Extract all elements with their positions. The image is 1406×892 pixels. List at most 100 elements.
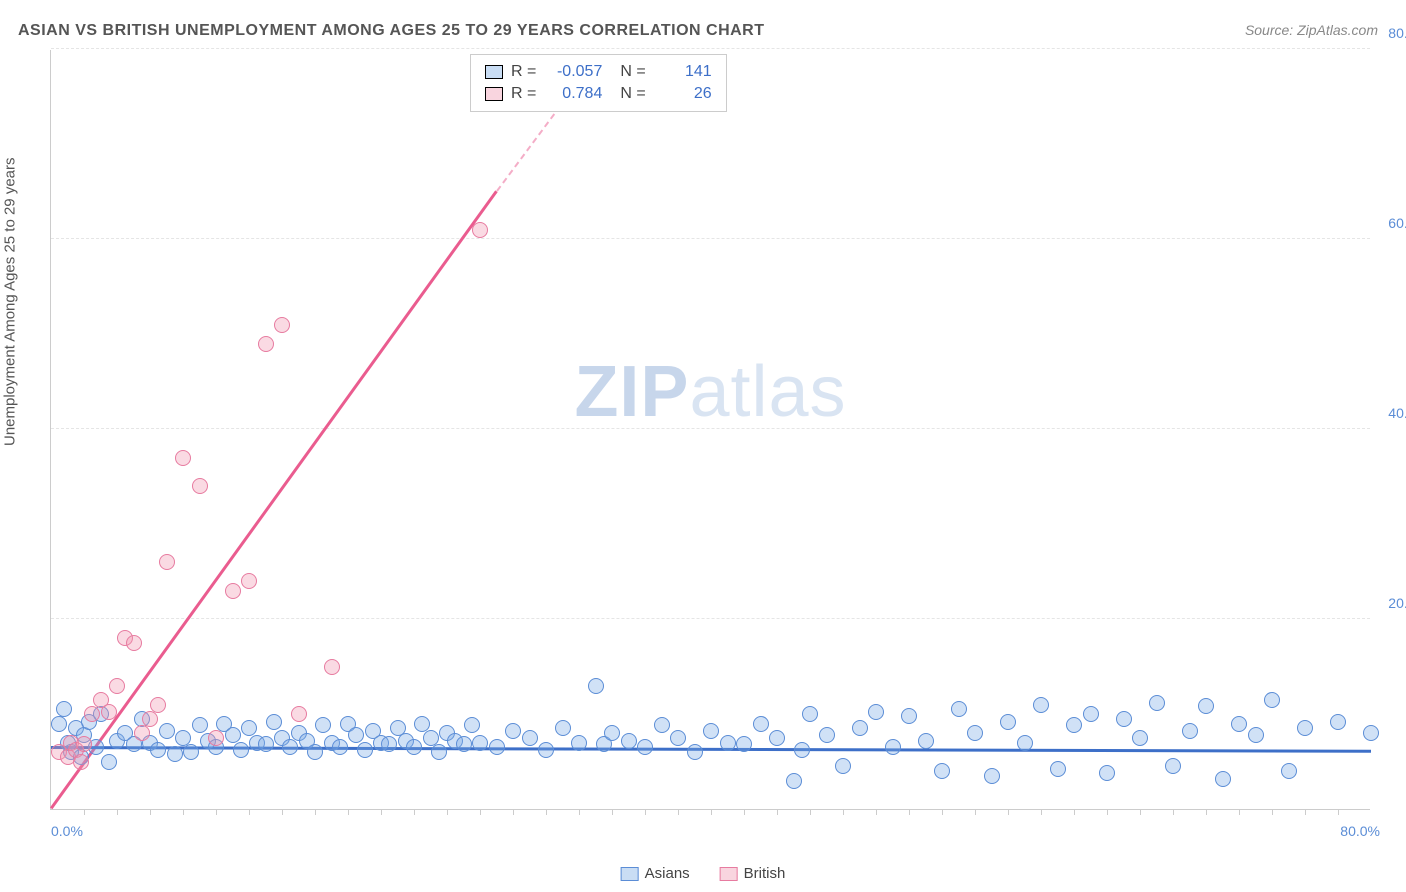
stats-box: R =-0.057N =141R =0.784N =26 (470, 54, 727, 112)
data-point-asians (918, 733, 934, 749)
data-point-asians (1033, 697, 1049, 713)
data-point-british (134, 725, 150, 741)
data-point-british (274, 317, 290, 333)
data-point-asians (802, 706, 818, 722)
stats-row: R =0.784N =26 (485, 83, 712, 105)
data-point-asians (505, 723, 521, 739)
data-point-asians (1297, 720, 1313, 736)
watermark-suffix: atlas (689, 352, 846, 432)
data-point-asians (1083, 706, 1099, 722)
data-point-asians (282, 739, 298, 755)
stats-r-label: R = (511, 63, 536, 81)
data-point-asians (1363, 725, 1379, 741)
data-point-british (472, 222, 488, 238)
data-point-asians (1017, 735, 1033, 751)
data-point-asians (332, 739, 348, 755)
data-point-asians (786, 773, 802, 789)
data-point-asians (1000, 714, 1016, 730)
gridline (51, 48, 1370, 49)
data-point-british (73, 754, 89, 770)
data-point-asians (315, 717, 331, 733)
data-point-asians (348, 727, 364, 743)
data-point-asians (670, 730, 686, 746)
plot-area: ZIPatlas 20.0%40.0%60.0%80.0%0.0%80.0% (50, 50, 1370, 810)
watermark: ZIPatlas (574, 351, 846, 433)
data-point-asians (703, 723, 719, 739)
x-tick (876, 809, 877, 815)
data-point-asians (687, 744, 703, 760)
data-point-asians (1215, 771, 1231, 787)
data-point-asians (183, 744, 199, 760)
x-tick (315, 809, 316, 815)
stats-swatch (485, 65, 503, 79)
data-point-asians (736, 736, 752, 752)
gridline (51, 618, 1370, 619)
stats-r-value: 0.784 (544, 85, 602, 103)
x-tick (810, 809, 811, 815)
x-tick (183, 809, 184, 815)
x-tick (117, 809, 118, 815)
data-point-british (76, 736, 92, 752)
legend-item: Asians (621, 865, 690, 882)
data-point-asians (951, 701, 967, 717)
x-tick (1305, 809, 1306, 815)
x-tick (447, 809, 448, 815)
x-tick (975, 809, 976, 815)
x-tick (513, 809, 514, 815)
data-point-asians (835, 758, 851, 774)
data-point-asians (406, 739, 422, 755)
data-point-asians (637, 739, 653, 755)
data-point-british (291, 706, 307, 722)
data-point-asians (489, 739, 505, 755)
data-point-asians (225, 727, 241, 743)
data-point-asians (233, 742, 249, 758)
y-axis-label: Unemployment Among Ages 25 to 29 years (2, 157, 19, 446)
data-point-asians (852, 720, 868, 736)
data-point-british (192, 478, 208, 494)
x-tick (1173, 809, 1174, 815)
data-point-british (84, 706, 100, 722)
data-point-asians (901, 708, 917, 724)
x-tick (909, 809, 910, 815)
data-point-asians (522, 730, 538, 746)
data-point-asians (1066, 717, 1082, 733)
watermark-prefix: ZIP (574, 352, 689, 432)
data-point-asians (769, 730, 785, 746)
data-point-asians (258, 736, 274, 752)
data-point-asians (192, 717, 208, 733)
data-point-british (208, 730, 224, 746)
data-point-asians (431, 744, 447, 760)
x-tick (1272, 809, 1273, 815)
data-point-british (101, 704, 117, 720)
data-point-asians (51, 716, 67, 732)
stats-r-value: -0.057 (544, 63, 602, 81)
data-point-asians (456, 736, 472, 752)
data-point-asians (588, 678, 604, 694)
data-point-asians (101, 754, 117, 770)
x-tick (1140, 809, 1141, 815)
data-point-asians (1248, 727, 1264, 743)
data-point-british (225, 583, 241, 599)
x-tick (711, 809, 712, 815)
gridline (51, 238, 1370, 239)
x-tick (480, 809, 481, 815)
data-point-asians (1050, 761, 1066, 777)
legend-label: Asians (645, 865, 690, 882)
x-tick (1107, 809, 1108, 815)
x-tick (1008, 809, 1009, 815)
data-point-asians (720, 735, 736, 751)
x-tick (249, 809, 250, 815)
data-point-british (150, 697, 166, 713)
x-tick (414, 809, 415, 815)
data-point-asians (1182, 723, 1198, 739)
data-point-asians (1132, 730, 1148, 746)
data-point-asians (984, 768, 1000, 784)
legend-swatch (720, 867, 738, 881)
data-point-asians (934, 763, 950, 779)
data-point-asians (621, 733, 637, 749)
data-point-asians (1330, 714, 1346, 730)
data-point-asians (1198, 698, 1214, 714)
x-tick (381, 809, 382, 815)
data-point-asians (1149, 695, 1165, 711)
data-point-asians (381, 736, 397, 752)
